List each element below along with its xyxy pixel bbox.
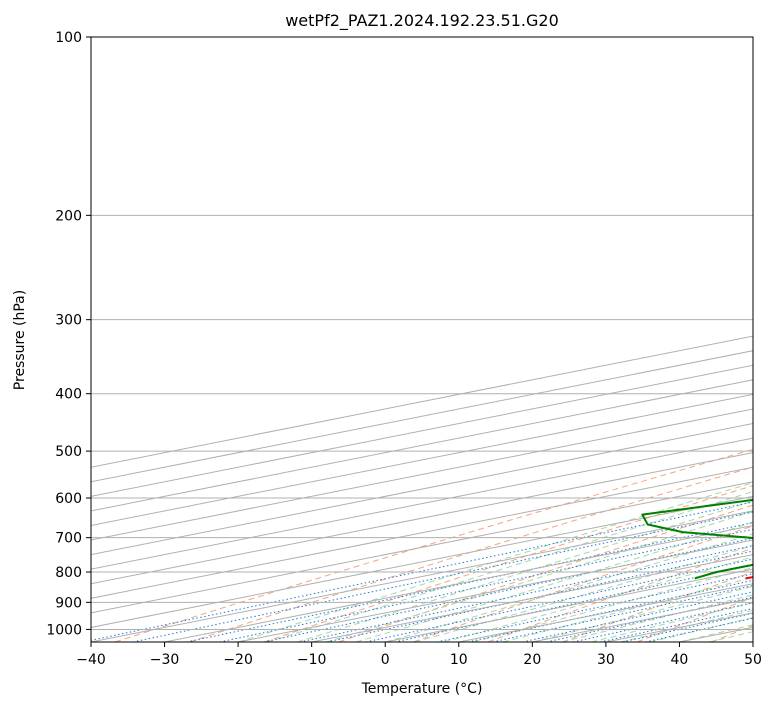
x-tick-label: −30 [150, 652, 180, 668]
y-tick-label: 700 [55, 531, 82, 547]
isotherm-line [91, 495, 753, 628]
x-tick-label: −40 [76, 652, 106, 668]
dry-adiabat-line [264, 485, 753, 642]
isotherm-line [91, 423, 753, 556]
y-tick-label: 300 [55, 313, 82, 329]
x-tick-label: −10 [297, 652, 327, 668]
isotherm-line [164, 524, 753, 642]
dry-adiabats [114, 448, 753, 642]
dry-adiabat-line [487, 547, 753, 642]
isotherm-line [91, 335, 753, 468]
y-tick-label: 200 [55, 208, 82, 224]
y-axis-label: Pressure (hPa) [12, 290, 28, 390]
moist-adiabat-line [532, 585, 753, 642]
moist-adiabat-line [237, 482, 753, 642]
moist-adiabat-line [296, 500, 753, 642]
moist-adiabat-line [561, 594, 753, 642]
chart-title: wetPf2_PAZ1.2024.192.23.51.G20 [285, 11, 559, 31]
pressure-gridlines [91, 37, 753, 630]
x-tick-label: 50 [744, 652, 762, 668]
x-tick-label: −20 [223, 652, 253, 668]
isotherm-line [91, 481, 753, 614]
mixing-ratio-line [132, 511, 753, 642]
plot-frame [90, 36, 754, 643]
moist-adiabat-line [473, 567, 753, 642]
y-axis-ticks: 1000 900 800 700 600 500 400 300 200 100 [46, 30, 91, 638]
isotherm-line [238, 539, 753, 642]
x-tick-label: 20 [523, 652, 541, 668]
x-tick-label: 40 [671, 652, 689, 668]
mixing-ratio-line [299, 545, 753, 642]
isotherm-line [91, 466, 753, 599]
y-tick-label: 600 [55, 491, 82, 507]
x-axis-ticks: −40 −30 −20 −10 0 10 20 30 40 50 [76, 642, 762, 668]
y-tick-label: 1000 [46, 622, 82, 638]
y-tick-label: 800 [55, 565, 82, 581]
mixing-ratio-line [326, 550, 753, 642]
y-tick-label: 100 [55, 30, 82, 46]
x-tick-label: 0 [381, 652, 390, 668]
x-tick-label: 30 [597, 652, 615, 668]
y-tick-label: 500 [55, 444, 82, 460]
mixing-ratio-line [365, 558, 753, 642]
isotherm-line [91, 510, 753, 642]
plot-area: -100-90-80-70-60-50-40-30-20-10 01020304… [91, 37, 753, 642]
isotherm-line [91, 452, 753, 585]
x-axis-label: Temperature (°C) [361, 681, 483, 697]
y-tick-label: 900 [55, 595, 82, 611]
dry-adiabat-line [114, 448, 753, 642]
mixing-ratio-line [645, 617, 753, 642]
y-tick-label: 400 [55, 387, 82, 403]
dry-adiabat-line [562, 571, 753, 642]
moist-adiabat-line [326, 510, 753, 642]
isotherm-line [91, 437, 753, 570]
moist-adiabat-line [414, 545, 753, 642]
isotherms [91, 335, 753, 642]
mixing-ratio-line [622, 612, 753, 642]
x-tick-label: 10 [450, 652, 468, 668]
